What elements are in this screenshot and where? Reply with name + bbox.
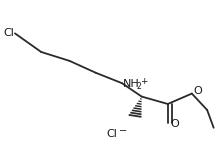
Text: O: O xyxy=(170,119,179,129)
Text: NH: NH xyxy=(123,79,140,89)
Text: −: − xyxy=(119,126,127,136)
Text: Cl: Cl xyxy=(107,129,118,140)
Text: O: O xyxy=(193,86,202,96)
Text: Cl: Cl xyxy=(3,28,14,38)
Text: 2: 2 xyxy=(137,82,142,91)
Text: +: + xyxy=(140,78,148,87)
